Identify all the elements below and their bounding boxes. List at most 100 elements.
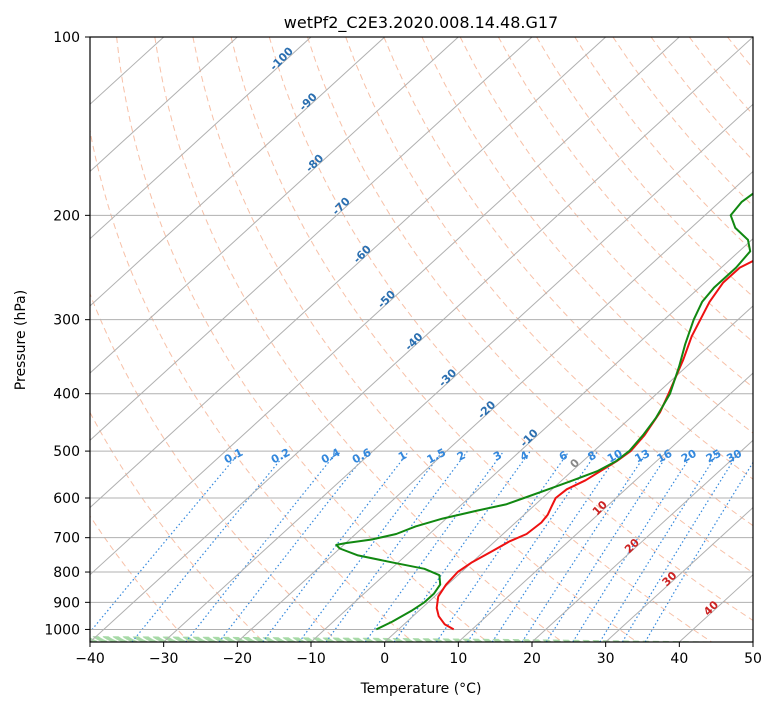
x-axis: −40 −30 −20 −10 0 10 20 30 40 50	[75, 642, 762, 667]
isotherm	[90, 37, 238, 173]
isotherm-label: -50	[375, 288, 398, 311]
chart-title: wetPf2_C2E3.2020.008.14.48.G17	[284, 13, 558, 33]
x-tick-label: 50	[744, 651, 762, 667]
isotherm-label: 20	[622, 536, 642, 556]
isotherm	[90, 37, 386, 307]
y-tick-label: 700	[53, 531, 80, 547]
isotherm-label: -40	[402, 330, 425, 353]
y-tick-label: 1000	[44, 622, 80, 638]
mixing-ratio-line	[131, 450, 289, 642]
dry-adiabat	[90, 411, 264, 642]
dry-adiabat	[230, 37, 712, 642]
y-tick-label: 100	[53, 30, 80, 46]
x-tick-label: −20	[223, 651, 253, 667]
isotherm	[531, 439, 753, 642]
x-tick-label: 0	[380, 651, 389, 667]
isotherm-label: 10	[590, 498, 610, 518]
isotherm-label: -100	[267, 44, 296, 73]
isotherm	[384, 305, 753, 642]
isotherm-label: -20	[475, 398, 498, 421]
isotherm	[457, 372, 753, 642]
dry-adiabat	[650, 37, 753, 162]
dry-adiabat	[154, 37, 563, 642]
mixing-ratio-label: 0.2	[269, 446, 292, 467]
temperature-profile	[435, 259, 753, 631]
mixing-ratio-label: 1.5	[425, 446, 448, 467]
isotherm	[163, 103, 753, 642]
mixing-ratio-line	[599, 450, 720, 642]
isotherm	[752, 641, 753, 642]
x-tick-label: 30	[597, 651, 615, 667]
mixing-ratio-label: 13	[633, 447, 653, 466]
mixing-ratio-label: 30	[724, 447, 744, 466]
mixing-ratio-line	[435, 450, 570, 642]
dry-adiabat	[766, 37, 775, 642]
mixing-ratio-line	[572, 450, 695, 642]
y-tick-label: 300	[53, 313, 80, 329]
mixing-ratio-line	[185, 450, 339, 642]
dry-adiabat	[90, 127, 414, 642]
isotherm	[605, 506, 753, 642]
isotherm	[90, 37, 607, 509]
moist-adiabat	[90, 636, 709, 642]
isotherm-label: 40	[701, 598, 721, 618]
dry-adiabat	[497, 37, 753, 343]
dry-adiabat	[268, 37, 753, 622]
isotherm	[90, 37, 312, 240]
x-tick-label: −40	[75, 651, 105, 667]
plot-frame	[89, 36, 754, 643]
isotherm	[236, 170, 753, 642]
mixing-ratio-line	[298, 450, 444, 642]
x-tick-label: 10	[449, 651, 467, 667]
y-axis-title: Pressure (hPa)	[13, 290, 29, 390]
x-tick-label: 20	[523, 651, 541, 667]
dry-adiabat	[536, 37, 753, 298]
isotherm-label: -10	[518, 426, 541, 449]
isotherm-label: -70	[330, 194, 353, 217]
y-tick-label: 500	[53, 444, 80, 460]
mixing-ratio-line	[545, 450, 671, 642]
profiles	[335, 192, 753, 631]
mixing-ratio-line	[466, 450, 599, 642]
x-tick-label: 40	[670, 651, 688, 667]
y-axis: 100 200 300 400 500 600 700 800 900 1000	[44, 30, 90, 638]
mixing-ratio-label: 20	[679, 447, 699, 466]
background-lines	[90, 37, 775, 642]
mixing-ratio-line	[491, 450, 621, 642]
x-tick-label: −30	[149, 651, 179, 667]
x-tick-label: −10	[296, 651, 326, 667]
dry-adiabat	[727, 37, 753, 69]
mixing-ratio-labels: 0.1 0.2 0.4 0.6 1 1.5 2 3 4 6 8 10 13 16 20 25 30	[222, 446, 744, 467]
isotherm	[90, 37, 680, 576]
y-tick-label: 800	[53, 565, 80, 581]
y-tick-label: 400	[53, 387, 80, 403]
dry-adiabat	[192, 37, 638, 642]
x-axis-title: Temperature (°C)	[360, 681, 482, 697]
dewpoint-profile	[335, 192, 753, 631]
mixing-ratio-label: 0.4	[319, 446, 343, 467]
mixing-ratio-line	[521, 450, 649, 642]
y-tick-label: 600	[53, 491, 80, 507]
dry-adiabat	[688, 37, 753, 116]
y-tick-label: 200	[53, 208, 80, 224]
dry-adiabat	[459, 37, 753, 389]
mixing-ratio-line	[90, 450, 242, 633]
mixing-ratio-label: 25	[704, 447, 724, 466]
y-tick-label: 900	[53, 595, 80, 611]
mixing-ratio-line	[364, 450, 505, 642]
mixing-ratio-line	[325, 450, 468, 642]
isotherm	[90, 37, 533, 442]
isotherm	[90, 37, 753, 642]
grid	[90, 37, 753, 642]
isotherm-label: -60	[351, 242, 374, 265]
isotherm	[90, 37, 459, 374]
mixing-ratio-line	[262, 450, 410, 642]
isotherm-label: -80	[303, 151, 326, 174]
dry-adiabat	[612, 37, 753, 207]
dry-adiabat	[574, 37, 753, 252]
isotherm-label: -90	[297, 90, 320, 113]
mixing-ratio-line	[218, 450, 369, 642]
dry-adiabat	[421, 37, 753, 434]
